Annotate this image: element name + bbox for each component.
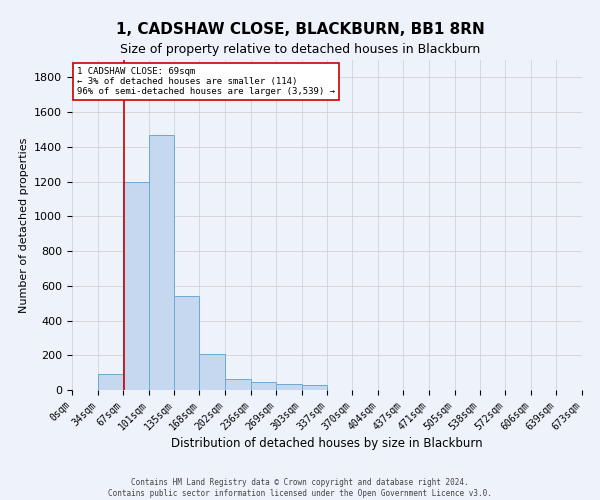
Bar — [149, 134, 175, 390]
Bar — [199, 354, 225, 390]
Text: Contains HM Land Registry data © Crown copyright and database right 2024.
Contai: Contains HM Land Registry data © Crown c… — [108, 478, 492, 498]
Bar — [225, 378, 251, 390]
Bar — [302, 385, 328, 390]
Bar — [123, 182, 149, 390]
Bar — [98, 374, 123, 390]
Text: 1, CADSHAW CLOSE, BLACKBURN, BB1 8RN: 1, CADSHAW CLOSE, BLACKBURN, BB1 8RN — [116, 22, 484, 38]
Y-axis label: Number of detached properties: Number of detached properties — [19, 138, 29, 312]
Bar — [251, 382, 276, 390]
Text: 1 CADSHAW CLOSE: 69sqm
← 3% of detached houses are smaller (114)
96% of semi-det: 1 CADSHAW CLOSE: 69sqm ← 3% of detached … — [77, 66, 335, 96]
Text: Size of property relative to detached houses in Blackburn: Size of property relative to detached ho… — [120, 42, 480, 56]
X-axis label: Distribution of detached houses by size in Blackburn: Distribution of detached houses by size … — [171, 438, 483, 450]
Bar — [175, 296, 199, 390]
Bar — [276, 384, 302, 390]
